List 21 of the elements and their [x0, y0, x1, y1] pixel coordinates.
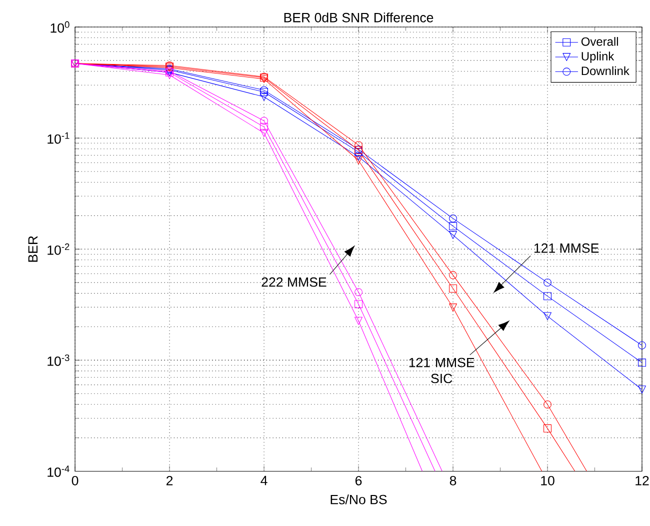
y-tick-label: 10$^{-1}$ — [48, 132, 70, 144]
annotation: 222 MMSE — [262, 277, 326, 287]
x-tick-label: 8 — [450, 476, 456, 486]
legend-label: Downlink — [582, 66, 630, 76]
x-tick-label: 12 — [636, 476, 649, 486]
y-tick-label: 10$^{-2}$ — [48, 243, 70, 255]
x-tick-label: 2 — [166, 476, 173, 486]
y-tick-label: 10$^{-4}$ — [48, 465, 70, 477]
legend-label: Uplink — [582, 52, 614, 63]
x-tick-label: 10 — [541, 476, 554, 486]
y-axis-title: BER — [28, 236, 38, 262]
annotation: 121 MMSE — [534, 243, 599, 253]
x-tick-label: 4 — [260, 476, 268, 485]
chart-title: BER 0dB SNR Difference — [284, 12, 434, 22]
y-tick-label: 10$^{0}$ — [50, 21, 70, 33]
x-axis-title: Es/No BS — [330, 494, 387, 504]
x-tick-label: 6 — [355, 476, 362, 486]
legend-label: Overall — [581, 36, 618, 46]
x-tick-label: 0 — [72, 476, 78, 486]
annotation: 121 MMSE SIC — [409, 358, 474, 384]
y-tick-label: 10$^{-3}$ — [48, 354, 70, 366]
